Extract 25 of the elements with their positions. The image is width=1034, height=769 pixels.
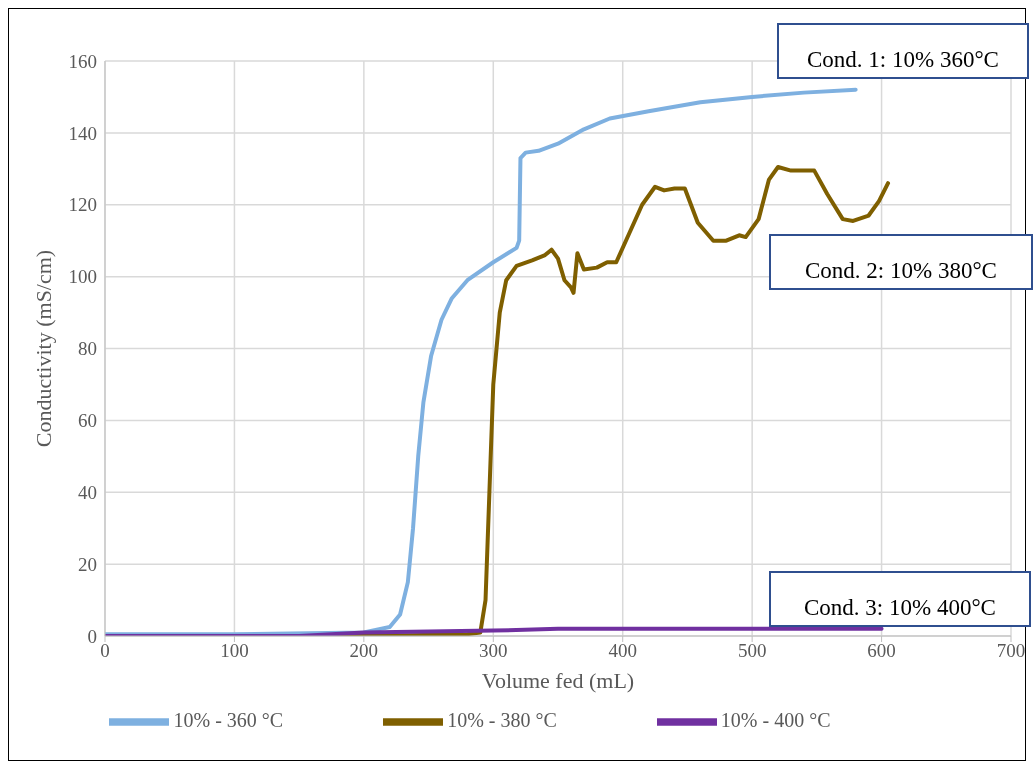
y-tick-label: 140 bbox=[68, 122, 97, 144]
annotation: Cond. 2: 10% 380°C bbox=[769, 234, 1033, 290]
x-tick-label: 200 bbox=[349, 640, 379, 662]
y-tick-label: 60 bbox=[78, 410, 97, 432]
y-tick-label: 100 bbox=[68, 266, 97, 288]
y-tick-label: 40 bbox=[78, 481, 97, 503]
legend-label: 10% - 400 °C bbox=[720, 708, 831, 731]
legend-label: 10% - 360 °C bbox=[173, 708, 284, 731]
x-tick-label: 300 bbox=[479, 640, 508, 662]
y-tick-label: 160 bbox=[68, 50, 97, 72]
y-tick-label: 20 bbox=[78, 553, 97, 575]
x-tick-label: 100 bbox=[220, 640, 249, 662]
x-tick-label: 500 bbox=[737, 640, 767, 662]
x-axis-title: Volume fed (mL) bbox=[481, 668, 635, 693]
annotation: Cond. 3: 10% 400°C bbox=[769, 571, 1031, 627]
x-tick-label: 400 bbox=[608, 640, 637, 662]
y-tick-label: 0 bbox=[87, 625, 97, 647]
y-axis-title: Conductivity (mS/cm) bbox=[30, 249, 56, 448]
annotation: Cond. 1: 10% 360°C bbox=[777, 23, 1029, 79]
y-tick-label: 80 bbox=[78, 338, 97, 360]
x-tick-label: 600 bbox=[867, 640, 896, 662]
line-series bbox=[105, 626, 884, 636]
x-tick-label: 700 bbox=[996, 640, 1026, 662]
y-tick-label: 120 bbox=[68, 194, 97, 216]
legend-label: 10% - 380 °C bbox=[447, 708, 557, 731]
